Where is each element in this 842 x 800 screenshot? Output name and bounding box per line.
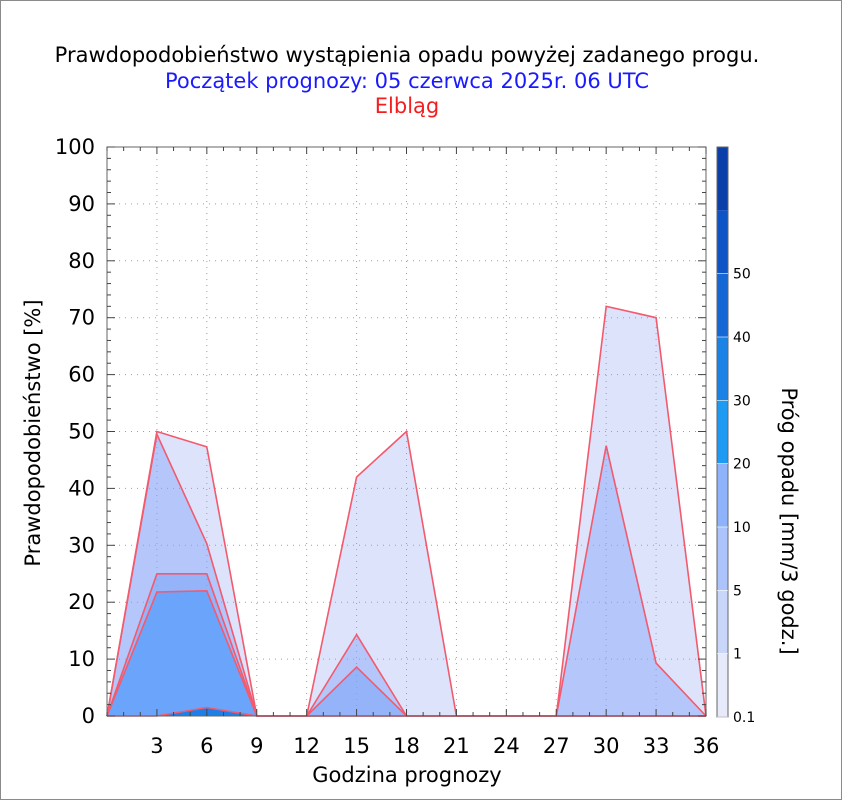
x-tick-label: 18 — [393, 734, 420, 758]
grid-lines — [107, 147, 706, 716]
y-axis-label: Prawdopodobieństwo [%] — [21, 299, 45, 566]
x-tick-label: 36 — [693, 734, 720, 758]
colorbar-band-8 — [717, 147, 728, 211]
x-tick-label: 3 — [150, 734, 163, 758]
colorbar-band-3 — [717, 463, 728, 527]
y-tick-label: 100 — [55, 135, 95, 159]
colorbar-tick-label: 30 — [733, 393, 751, 409]
y-tick-label: 90 — [68, 192, 95, 216]
colorbar-label: Próg opadu [mm/3 godz.] — [777, 387, 801, 654]
y-tick-label: 20 — [68, 590, 95, 614]
y-tick-label: 0 — [82, 704, 95, 728]
y-tick-label: 40 — [68, 476, 95, 500]
colorbar-tick-label: 5 — [733, 583, 742, 599]
colorbar-tick-label: 40 — [733, 330, 751, 346]
y-tick-label: 60 — [68, 363, 95, 387]
colorbar-ticks: 0.1 1 5 10 20 30 40 50 — [717, 267, 755, 726]
x-axis-label: Godzina prognozy — [312, 763, 501, 787]
colorbar-band-7 — [717, 210, 728, 274]
x-axis-ticks: 3 6 9 12 15 18 21 24 27 30 33 36 — [106, 147, 720, 758]
chart-location: Elbląg — [375, 94, 439, 118]
y-tick-label: 10 — [68, 647, 95, 671]
y-tick-label: 50 — [68, 420, 95, 444]
colorbar-band-4 — [717, 400, 728, 464]
colorbar-tick-label: 20 — [733, 457, 751, 473]
x-tick-label: 24 — [493, 734, 520, 758]
x-tick-label: 15 — [343, 734, 370, 758]
x-tick-label: 9 — [250, 734, 263, 758]
chart-title: Prawdopodobieństwo wystąpienia opadu pow… — [55, 43, 760, 67]
colorbar-tick-label: 10 — [733, 520, 751, 536]
x-tick-label: 12 — [293, 734, 320, 758]
colorbar-tick-label: 1 — [733, 647, 742, 663]
area-layers — [107, 306, 706, 716]
y-axis-ticks: 0 10 20 30 40 50 60 70 80 90 100 — [55, 135, 706, 728]
colorbar-band-5 — [717, 337, 728, 401]
area-series-4 — [107, 707, 706, 716]
x-tick-label: 21 — [443, 734, 470, 758]
colorbar-tick-label: 50 — [733, 267, 751, 283]
area-series-3 — [107, 590, 706, 716]
line-series-0 — [106, 305, 707, 717]
colorbar — [716, 146, 729, 718]
x-tick-label: 6 — [200, 734, 213, 758]
x-tick-label: 30 — [593, 734, 620, 758]
y-tick-label: 70 — [68, 306, 95, 330]
colorbar-band-2 — [717, 527, 728, 591]
colorbar-band-1 — [717, 590, 728, 654]
y-tick-label: 30 — [68, 533, 95, 557]
y-tick-label: 80 — [68, 249, 95, 273]
area-series-0 — [107, 306, 706, 716]
chart-subtitle: Początek prognozy: 05 czerwca 2025r. 06 … — [165, 69, 649, 93]
x-tick-label: 27 — [543, 734, 570, 758]
colorbar-band-0 — [717, 653, 728, 717]
colorbar-band-6 — [717, 273, 728, 337]
x-tick-label: 33 — [643, 734, 670, 758]
colorbar-tick-label: 0.1 — [733, 710, 755, 726]
